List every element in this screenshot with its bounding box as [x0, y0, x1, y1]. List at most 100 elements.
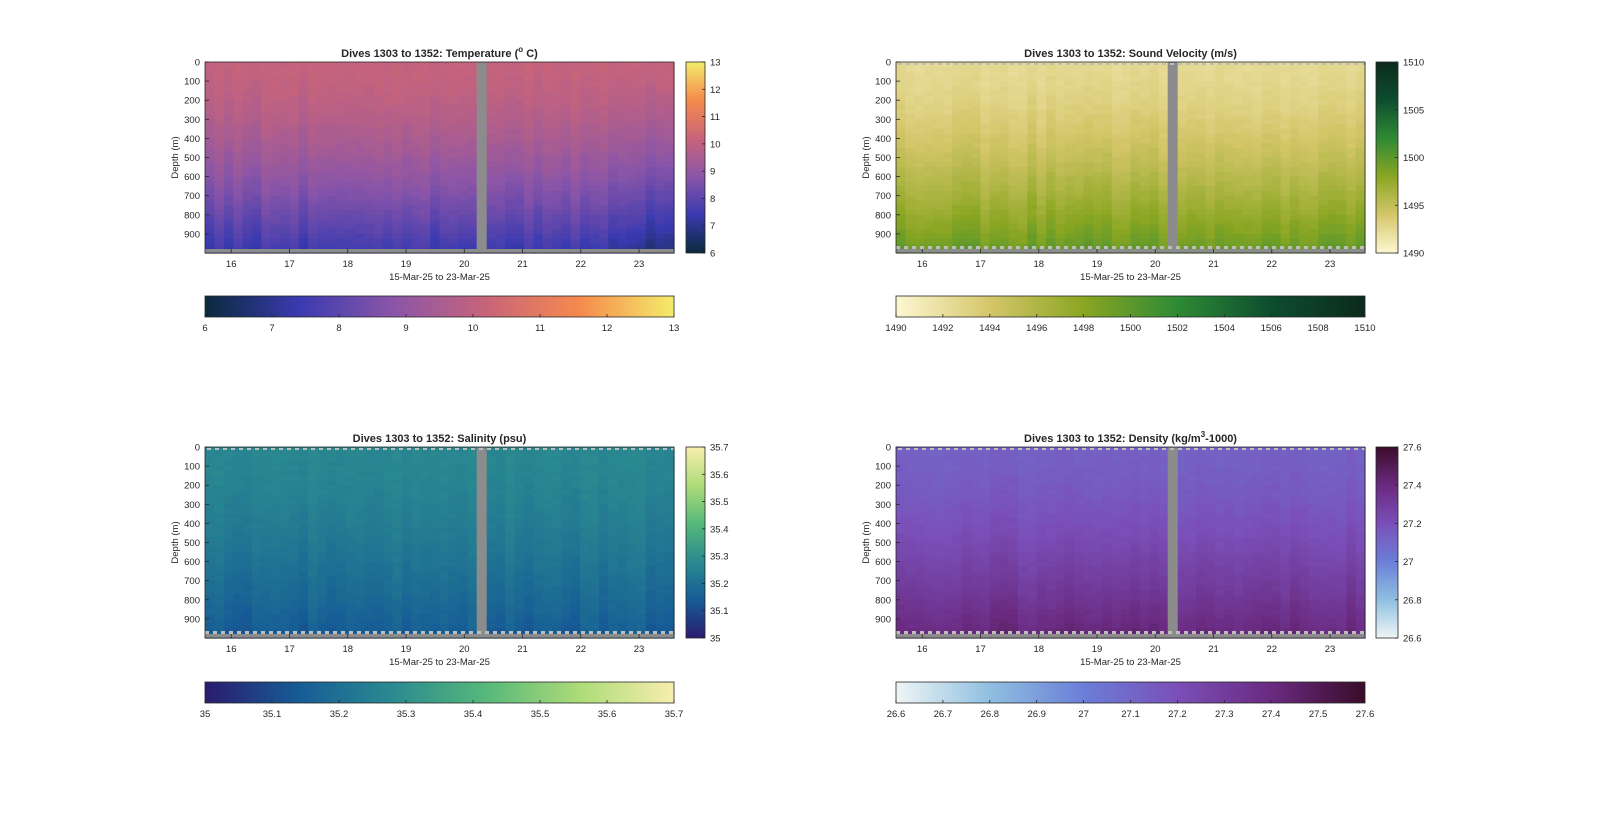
hcolorbar-tick-label: 1498 — [1073, 323, 1094, 334]
y-tick-label: 300 — [875, 115, 891, 126]
x-tick-label: 16 — [917, 259, 928, 270]
y-tick-label: 0 — [195, 443, 200, 454]
x-tick-label: 19 — [401, 644, 412, 655]
colorbar-tick-label: 35.3 — [710, 552, 729, 563]
colorbar-tick-label: 27.6 — [1403, 443, 1422, 454]
hcolorbar-tick-label: 26.9 — [1027, 709, 1046, 720]
y-tick-label: 800 — [184, 210, 200, 221]
colorbar-tick-label: 35.7 — [710, 443, 729, 454]
colorbar-tick-label: 11 — [710, 112, 720, 123]
colorbar-tick-label: 35.6 — [710, 470, 729, 481]
hcolorbar-tick-label: 26.7 — [934, 709, 953, 720]
x-tick-label: 18 — [342, 644, 353, 655]
x-tick-label: 17 — [284, 644, 295, 655]
y-tick-label: 0 — [886, 58, 891, 69]
y-tick-label: 900 — [184, 229, 200, 240]
y-tick-label: 100 — [875, 462, 891, 473]
y-tick-label: 300 — [184, 115, 200, 126]
y-tick-label: 700 — [875, 191, 891, 202]
y-tick-label: 400 — [875, 519, 891, 530]
colorbar-tick-label: 35 — [710, 634, 721, 645]
missing-data-gap — [477, 447, 487, 638]
y-tick-label: 300 — [184, 500, 200, 511]
hcolorbar-tick-label: 26.6 — [887, 709, 906, 720]
hcolorbar-tick-label: 27.6 — [1356, 709, 1375, 720]
hcolorbar-tick-label: 11 — [535, 323, 545, 334]
y-tick-label: 500 — [875, 153, 891, 164]
colorbar-tick-label: 9 — [710, 167, 715, 178]
y-tick-label: 900 — [875, 614, 891, 625]
colorbar-horizontal — [205, 682, 674, 703]
hcolorbar-tick-label: 35.1 — [263, 709, 282, 720]
heatmap-cells — [896, 447, 1366, 639]
hcolorbar-tick-label: 12 — [602, 323, 613, 334]
y-tick-label: 200 — [184, 96, 200, 107]
y-tick-label: 200 — [184, 481, 200, 492]
hcolorbar-tick-label: 35.5 — [531, 709, 550, 720]
colorbar-tick-label: 12 — [710, 85, 721, 96]
y-tick-label: 200 — [875, 96, 891, 107]
y-tick-label: 100 — [875, 77, 891, 88]
colorbar-tick-label: 26.8 — [1403, 595, 1422, 606]
colorbar-tick-label: 1505 — [1403, 105, 1424, 116]
x-tick-label: 21 — [1208, 644, 1219, 655]
x-tick-label: 20 — [459, 644, 470, 655]
colorbar-tick-label: 1500 — [1403, 153, 1424, 164]
y-axis-label: Depth (m) — [861, 136, 872, 178]
hcolorbar-tick-label: 1494 — [979, 323, 1000, 334]
x-tick-label: 17 — [284, 259, 295, 270]
missing-data-gap — [477, 62, 487, 253]
x-tick-label: 18 — [342, 259, 353, 270]
x-tick-label: 20 — [459, 259, 470, 270]
y-tick-label: 800 — [184, 595, 200, 606]
y-tick-label: 100 — [184, 462, 200, 473]
chart-title: Dives 1303 to 1352: Density (kg/m3-1000) — [1024, 430, 1237, 445]
y-tick-label: 800 — [875, 595, 891, 606]
x-tick-label: 21 — [517, 644, 528, 655]
x-tick-label: 23 — [1325, 259, 1336, 270]
x-tick-label: 16 — [226, 259, 237, 270]
missing-data-gap — [1168, 62, 1178, 253]
x-tick-label: 23 — [634, 259, 645, 270]
x-tick-label: 20 — [1150, 259, 1161, 270]
colorbar-tick-label: 7 — [710, 221, 715, 232]
y-tick-label: 500 — [184, 153, 200, 164]
bottom-strip — [896, 634, 1365, 638]
hcolorbar-tick-label: 1508 — [1308, 323, 1329, 334]
x-tick-label: 20 — [1150, 644, 1161, 655]
colorbar-tick-label: 8 — [710, 194, 715, 205]
heatmap-cells — [896, 62, 1366, 254]
y-tick-label: 200 — [875, 481, 891, 492]
colorbar-tick-label: 1510 — [1403, 58, 1424, 69]
y-tick-label: 500 — [184, 538, 200, 549]
colorbar-tick-label: 27 — [1403, 557, 1414, 568]
hcolorbar-tick-label: 9 — [403, 323, 408, 334]
y-tick-label: 900 — [875, 229, 891, 240]
x-tick-label: 22 — [575, 259, 586, 270]
hcolorbar-tick-label: 35.7 — [665, 709, 684, 720]
y-axis-label: Depth (m) — [170, 136, 181, 178]
x-axis-label: 15-Mar-25 to 23-Mar-25 — [1080, 657, 1181, 668]
x-tick-label: 17 — [975, 259, 986, 270]
colorbar-vertical — [686, 62, 705, 253]
y-axis-label: Depth (m) — [170, 521, 181, 563]
hcolorbar-tick-label: 1496 — [1026, 323, 1047, 334]
hcolorbar-tick-label: 27 — [1078, 709, 1089, 720]
heatmap-cells — [205, 447, 675, 639]
hcolorbar-tick-label: 27.2 — [1168, 709, 1187, 720]
x-tick-label: 18 — [1033, 259, 1044, 270]
y-tick-label: 900 — [184, 614, 200, 625]
colorbar-tick-label: 10 — [710, 139, 721, 150]
x-axis-label: 15-Mar-25 to 23-Mar-25 — [389, 657, 490, 668]
hcolorbar-tick-label: 1504 — [1214, 323, 1235, 334]
y-tick-label: 0 — [886, 443, 891, 454]
x-tick-label: 19 — [401, 259, 412, 270]
colorbar-tick-label: 26.6 — [1403, 634, 1422, 645]
x-tick-label: 22 — [1266, 259, 1277, 270]
y-tick-label: 400 — [184, 134, 200, 145]
x-tick-label: 21 — [517, 259, 528, 270]
